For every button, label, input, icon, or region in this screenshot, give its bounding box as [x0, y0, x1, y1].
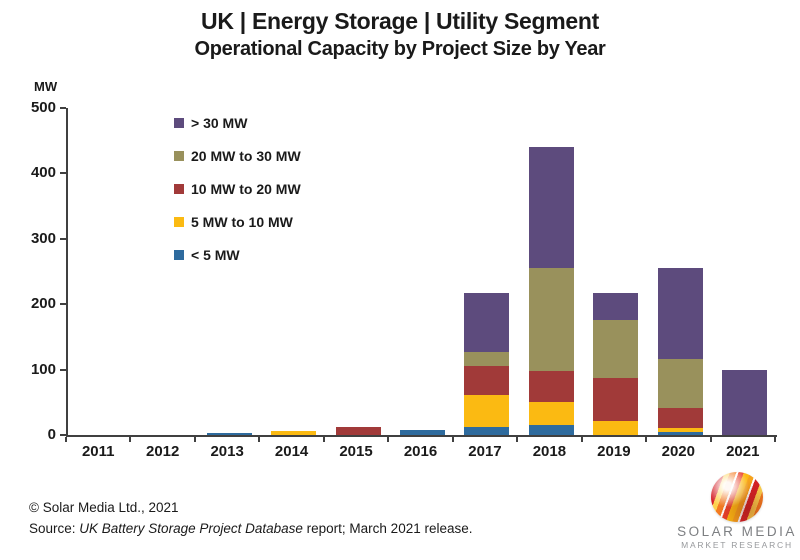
legend-item: < 5 MW	[174, 246, 301, 264]
bar-segment	[528, 370, 574, 403]
legend-label: < 5 MW	[191, 247, 240, 263]
y-axis-tick-label: 200	[30, 295, 56, 313]
bar-segment	[657, 427, 703, 432]
bar-segment	[657, 267, 703, 360]
x-axis-year-label: 2013	[210, 443, 244, 460]
stacked-bar-2014	[271, 431, 317, 435]
logo-name: SOLAR MEDIA	[677, 524, 797, 539]
chart-legend: > 30 MW 20 MW to 30 MW 10 MW to 20 MW 5 MW …	[174, 114, 301, 279]
chart-title: UK | Energy Storage | Utility Segment	[201, 8, 599, 34]
stacked-bar-2017	[464, 293, 510, 435]
y-axis-tick-label: 0	[47, 426, 56, 443]
bar-segment	[271, 431, 317, 435]
stacked-bar-2018	[528, 147, 574, 435]
y-axis-tick	[60, 434, 66, 436]
x-axis-tick	[387, 437, 390, 442]
y-axis-tick-label: 400	[30, 164, 56, 182]
copyright-text: © Solar Media Ltd., 2021	[29, 500, 179, 515]
stacked-bar-2019	[593, 293, 639, 435]
chart-subtitle: Operational Capacity by Project Size by …	[194, 38, 606, 60]
bar-segment	[528, 402, 574, 425]
stacked-bar-2016	[400, 429, 445, 435]
x-axis-year-label: 2017	[468, 443, 502, 460]
y-axis-tick	[60, 107, 66, 109]
x-axis-year-label: 2015	[339, 443, 373, 460]
solar-media-globe-icon	[711, 472, 763, 522]
source-database-name: UK Battery Storage Project Database	[79, 521, 303, 536]
bar-segment	[464, 351, 510, 366]
bar-segment	[593, 421, 639, 435]
x-axis-tick	[580, 437, 583, 442]
x-axis-tick	[645, 437, 648, 442]
x-axis-year-label: 2019	[597, 443, 631, 460]
legend-swatch-icon	[174, 250, 184, 260]
legend-item: 20 MW to 30 MW	[174, 147, 301, 165]
legend-swatch-icon	[174, 217, 184, 227]
x-axis-tick	[451, 437, 454, 442]
y-axis-tick	[60, 172, 66, 175]
source-prefix: Source:	[29, 521, 80, 536]
x-axis-year-label: 2020	[661, 443, 695, 460]
bar-segment	[657, 359, 703, 409]
bar-segment	[464, 426, 510, 435]
x-axis-tick	[322, 437, 325, 442]
x-axis-tick	[129, 437, 132, 442]
y-axis-tick-label: 100	[30, 360, 56, 378]
x-axis-year-label: 2014	[274, 443, 309, 460]
stacked-bar-2020	[657, 267, 703, 435]
bar-segment	[593, 293, 639, 320]
x-axis-year-label: 2018	[532, 443, 567, 460]
y-axis-tick	[60, 368, 66, 371]
source-text: Source: UK Battery Storage Project Datab…	[29, 521, 473, 536]
plot-area: > 30 MW 20 MW to 30 MW 10 MW to 20 MW 5 MW …	[66, 108, 777, 437]
x-axis-tick	[258, 437, 261, 442]
legend-label: 20 MW to 30 MW	[191, 148, 301, 164]
y-axis-unit-label: MW	[34, 79, 58, 94]
bar-segment	[722, 369, 768, 435]
y-axis-tick-label: 300	[30, 229, 56, 247]
bar-segment	[464, 365, 510, 396]
y-axis-tick	[60, 303, 66, 306]
y-axis-tick	[60, 237, 66, 240]
bar-segment	[400, 429, 445, 435]
stacked-bar-2021	[722, 369, 768, 435]
x-axis-tick	[65, 437, 67, 442]
x-axis-tick	[774, 437, 776, 442]
logo-tagline: MARKET RESEARCH	[681, 540, 793, 550]
stacked-bar-2015	[335, 427, 381, 435]
bar-segment	[335, 427, 381, 435]
legend-swatch-icon	[174, 184, 184, 194]
legend-label: 5 MW to 10 MW	[191, 214, 293, 230]
legend-item: 5 MW to 10 MW	[174, 213, 301, 231]
legend-label: > 30 MW	[191, 115, 248, 131]
x-axis-tick	[193, 437, 196, 442]
legend-swatch-icon	[174, 118, 184, 128]
x-axis-year-label: 2021	[726, 443, 760, 460]
legend-item: 10 MW to 20 MW	[174, 180, 301, 198]
bar-segment	[657, 431, 703, 435]
bar-segment	[593, 378, 639, 422]
x-axis-tick	[516, 437, 519, 442]
x-axis-year-label: 2012	[145, 443, 180, 460]
source-suffix: report; March 2021 release.	[302, 521, 473, 536]
bar-segment	[593, 319, 639, 379]
bar-segment	[528, 267, 574, 371]
legend-label: 10 MW to 20 MW	[191, 181, 301, 197]
legend-swatch-icon	[174, 151, 184, 161]
bar-segment	[464, 293, 510, 352]
bar-segment	[464, 395, 510, 427]
bar-segment	[528, 424, 574, 435]
bar-segment	[528, 147, 574, 268]
legend-item: > 30 MW	[174, 114, 301, 132]
x-axis-tick	[709, 437, 712, 442]
stacked-bar-2013	[206, 433, 252, 435]
y-axis-tick-label: 500	[30, 99, 56, 116]
x-axis-year-label: 2011	[81, 443, 115, 460]
bar-segment	[206, 433, 252, 435]
bar-segment	[657, 408, 703, 428]
x-axis-year-label: 2016	[403, 443, 438, 460]
